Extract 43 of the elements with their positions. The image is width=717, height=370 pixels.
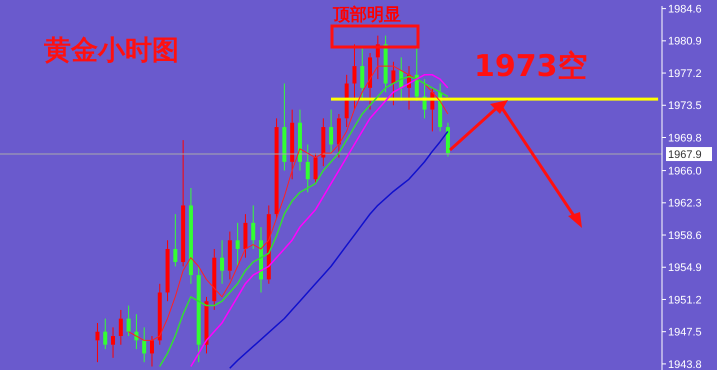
y-tick-label: 1984.6 bbox=[668, 4, 702, 16]
candlestick bbox=[118, 309, 123, 346]
y-tick-label: 1969.8 bbox=[668, 132, 702, 144]
y-tick-label: 1966.0 bbox=[668, 165, 702, 178]
candlestick bbox=[204, 296, 208, 354]
candlestick bbox=[298, 109, 302, 172]
candlestick bbox=[321, 118, 326, 167]
candlestick bbox=[282, 83, 286, 172]
y-tick-label: 1951.2 bbox=[668, 294, 702, 306]
candlestick bbox=[290, 109, 294, 180]
annotation: 顶部明显 bbox=[333, 4, 401, 26]
candlestick bbox=[228, 231, 232, 280]
annotation: 1973空 bbox=[474, 48, 588, 86]
candlestick bbox=[126, 305, 131, 337]
candlestick bbox=[134, 314, 138, 350]
candlestick bbox=[368, 52, 372, 110]
candlestick bbox=[142, 326, 146, 363]
candlestick bbox=[220, 240, 224, 284]
ref-line-label: 1967.9 bbox=[668, 149, 702, 162]
candlestick bbox=[360, 48, 364, 102]
y-tick-label: 1954.9 bbox=[668, 262, 702, 274]
y-tick-label: 1947.5 bbox=[668, 326, 702, 339]
y-tick-label: 1977.2 bbox=[668, 68, 702, 80]
candlestick bbox=[181, 140, 186, 267]
candlestick bbox=[352, 44, 356, 110]
candlestick bbox=[111, 326, 116, 358]
candlestick bbox=[95, 322, 100, 363]
candlestick bbox=[336, 113, 341, 158]
text: 黄金小时图 bbox=[44, 34, 179, 68]
candlestick bbox=[344, 74, 349, 128]
y-tick-label: 1958.6 bbox=[668, 230, 702, 242]
y-tick-label: 1973.5 bbox=[668, 100, 702, 112]
candlestick bbox=[166, 240, 170, 302]
candlestick bbox=[173, 214, 178, 267]
y-tick-label: 1943.8 bbox=[668, 358, 702, 370]
y-tick-label: 1962.3 bbox=[668, 198, 702, 210]
candlestick bbox=[158, 283, 162, 346]
candlestick bbox=[188, 188, 193, 284]
candlestick bbox=[306, 144, 310, 193]
candlestick bbox=[103, 318, 108, 350]
candlestick bbox=[391, 61, 396, 106]
y-tick-label: 1980.9 bbox=[668, 36, 702, 48]
candlestick bbox=[236, 222, 240, 267]
